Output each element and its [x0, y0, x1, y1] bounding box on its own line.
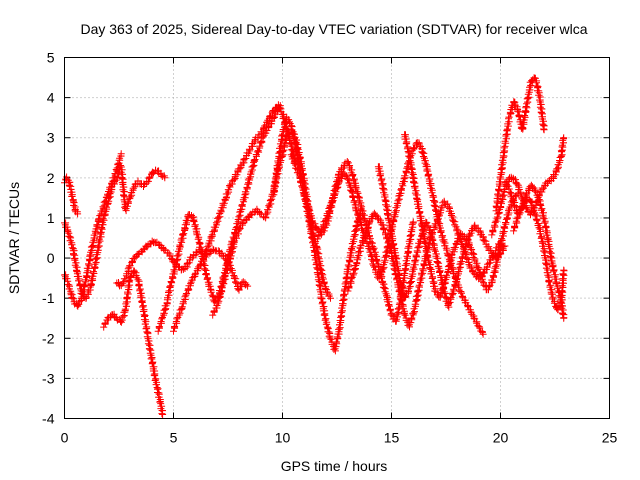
series-markers	[401, 131, 522, 301]
y-tick-label: 2	[47, 170, 55, 186]
data-points	[61, 74, 568, 418]
y-axis-label: SDTVAR / TECUs	[6, 182, 22, 294]
x-tick-label: 0	[61, 430, 69, 446]
y-tick-label: -4	[42, 411, 55, 427]
y-tick-label: -2	[42, 330, 55, 346]
y-tick-label: 4	[47, 90, 55, 106]
series-sat-d	[100, 267, 167, 418]
plot-frame	[64, 57, 610, 419]
series-markers	[170, 101, 300, 335]
series-markers	[510, 194, 568, 314]
y-tick-label: 3	[47, 130, 55, 146]
y-tick-labels: -4 -3 -2 -1 0 1 2 3 4 5	[42, 50, 55, 427]
x-axis-label: GPS time / hours	[281, 458, 388, 474]
series-markers	[344, 197, 504, 331]
series-sat-m	[374, 163, 509, 311]
x-tick-label: 10	[275, 430, 291, 446]
y-tick-label: 5	[47, 50, 55, 66]
chart-title: Day 363 of 2025, Sidereal Day-to-day VTE…	[80, 21, 587, 37]
series-markers	[492, 74, 548, 215]
series-sat-r	[510, 194, 568, 314]
series-markers	[61, 162, 169, 302]
series-sat-c	[61, 162, 169, 302]
series-markers	[100, 267, 167, 418]
x-tick-label: 15	[384, 430, 400, 446]
y-tick-label: 1	[47, 210, 55, 226]
series-markers	[287, 151, 417, 325]
series-sat-l	[344, 197, 504, 331]
series-sat-n	[401, 131, 522, 301]
y-tick-label: -3	[42, 370, 55, 386]
y-tick-label: -1	[42, 290, 55, 306]
series-sat-p	[492, 74, 548, 215]
series-markers	[374, 163, 509, 311]
x-tick-label: 5	[170, 430, 178, 446]
x-tick-label: 25	[602, 430, 618, 446]
x-tick-label: 20	[493, 430, 509, 446]
x-tick-labels: 0 5 10 15 20 25	[61, 430, 618, 446]
series-sat-g	[170, 101, 300, 335]
series-sat-j	[287, 151, 417, 325]
y-tick-label: 0	[47, 250, 55, 266]
